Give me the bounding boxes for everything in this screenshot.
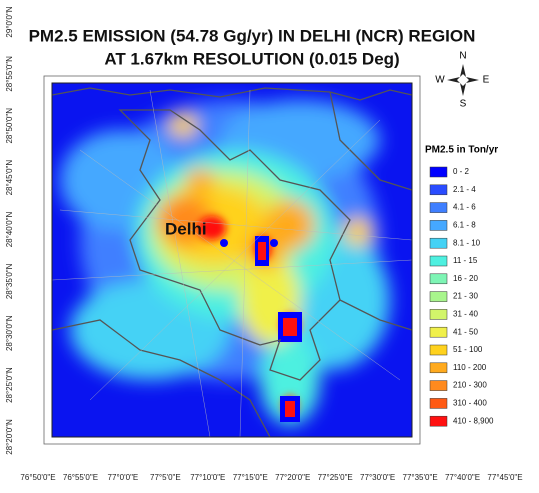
legend-label: 110 - 200 <box>453 363 487 372</box>
legend-swatch <box>429 255 448 267</box>
longitude-tick-label: 77°35'0"E <box>403 473 438 482</box>
legend-title: PM2.5 in Ton/yr <box>425 145 498 156</box>
legend-swatch <box>429 166 448 178</box>
longitude-tick-label: 77°5'0"E <box>150 473 181 482</box>
legend-label: 8.1 - 10 <box>453 238 481 247</box>
latitude-tick-label: 28°30'0"N <box>5 315 14 351</box>
legend-label: 410 - 8,900 <box>453 416 494 425</box>
legend-label: 210 - 300 <box>453 381 487 390</box>
latitude-tick-label: 28°25'0"N <box>5 367 14 403</box>
title: PM2.5 EMISSION (54.78 Gg/yr) IN DELHI (N… <box>29 26 476 45</box>
longitude-tick-label: 77°0'0"E <box>108 473 139 482</box>
title: AT 1.67km RESOLUTION (0.015 Deg) <box>104 49 399 68</box>
legend-swatch <box>429 291 448 302</box>
longitude-tick-label: 77°25'0"E <box>318 473 353 482</box>
legend-swatch <box>429 309 448 320</box>
legend-label: 11 - 15 <box>453 256 478 265</box>
legend-label: 21 - 30 <box>453 292 478 301</box>
latitude-tick-label: 28°40'0"N <box>5 211 14 247</box>
legend-swatch <box>429 415 448 427</box>
compass-w: W <box>435 75 445 86</box>
legend-swatch <box>429 184 448 196</box>
legend-label: 16 - 20 <box>453 274 478 283</box>
latitude-tick-label: 28°55'0"N <box>5 56 14 92</box>
legend-swatch <box>429 202 448 213</box>
legend-swatch <box>429 237 448 249</box>
legend-label: 31 - 40 <box>453 310 478 319</box>
legend-label: 41 - 50 <box>453 327 478 336</box>
legend-swatch <box>429 344 448 356</box>
legend-label: 51 - 100 <box>453 345 483 354</box>
legend-swatch <box>429 362 448 374</box>
longitude-tick-label: 77°30'0"E <box>360 473 395 482</box>
graticule-frame <box>43 75 421 445</box>
latitude-tick-label: 29°0'0"N <box>5 6 14 37</box>
compass-e: E <box>483 75 490 86</box>
legend-label: 0 - 2 <box>453 167 470 176</box>
longitude-tick-label: 77°15'0"E <box>233 473 268 482</box>
map-raster: Delhi <box>52 83 412 437</box>
legend-label: 6.1 - 8 <box>453 221 476 230</box>
legend-label: 4.1 - 6 <box>453 203 476 212</box>
longitude-tick-label: 77°45'0"E <box>487 473 522 482</box>
legend-swatch <box>429 380 448 391</box>
legend-swatch <box>429 220 448 231</box>
longitude-tick-label: 77°40'0"E <box>445 473 480 482</box>
longitude-tick-label: 76°55'0"E <box>63 473 98 482</box>
latitude-tick-label: 28°45'0"N <box>5 160 14 196</box>
place-label: Delhi <box>165 219 207 238</box>
longitude-tick-label: 76°50'0"E <box>20 473 55 482</box>
legend-swatch <box>429 273 448 285</box>
legend-label: 2.1 - 4 <box>453 185 476 194</box>
compass-s: S <box>460 99 467 110</box>
latitude-tick-label: 28°50'0"N <box>5 108 14 144</box>
longitude-tick-label: 77°10'0"E <box>190 473 225 482</box>
latitude-tick-label: 28°35'0"N <box>5 263 14 299</box>
compass: N S E W <box>435 51 489 110</box>
legend-swatch <box>429 326 448 338</box>
legend-label: 310 - 400 <box>453 399 487 408</box>
legend-swatch <box>429 398 448 409</box>
compass-n: N <box>459 51 466 62</box>
latitude-tick-label: 28°20'0"N <box>5 419 14 455</box>
map-frame <box>51 82 413 438</box>
longitude-tick-label: 77°20'0"E <box>275 473 310 482</box>
